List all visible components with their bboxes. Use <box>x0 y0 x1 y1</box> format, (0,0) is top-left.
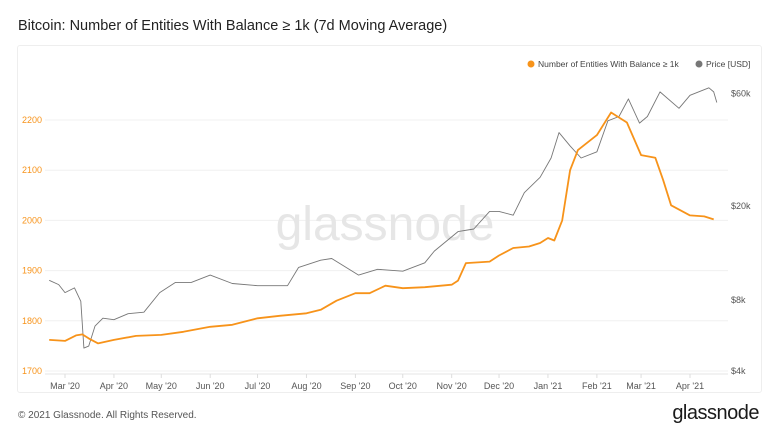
page-title: Bitcoin: Number of Entities With Balance… <box>18 18 448 34</box>
x-tick-label: Aug '20 <box>291 381 321 391</box>
x-tick-label: Apr '20 <box>100 381 128 391</box>
legend-label-price[interactable]: Price [USD] <box>706 59 750 69</box>
y-left-tick-label: 2100 <box>22 165 42 175</box>
x-tick-label: Jan '21 <box>534 381 563 391</box>
x-tick-label: Jun '20 <box>196 381 225 391</box>
entities-line <box>49 111 714 345</box>
x-tick-label: May '20 <box>146 381 177 391</box>
legend-swatch-price <box>695 60 703 68</box>
y-left-tick-label: 2200 <box>22 115 42 125</box>
y-right-tick-label: $4k <box>731 366 746 376</box>
y-left-tick-label: 1800 <box>22 316 42 326</box>
price-line <box>49 87 718 349</box>
x-tick-label: Oct '20 <box>389 381 417 391</box>
brand-logo: glassnode <box>672 402 759 424</box>
legend-swatch-entities <box>527 60 535 68</box>
x-tick-label: Dec '20 <box>484 381 514 391</box>
x-tick-label: Feb '21 <box>582 381 612 391</box>
gridlines <box>45 119 728 372</box>
y-right-tick-label: $8k <box>731 295 746 305</box>
x-tick-label: Apr '21 <box>676 381 704 391</box>
y-right-tick-label: $20k <box>731 201 751 211</box>
y-left-tick-label: 1900 <box>22 266 42 276</box>
legend-label-entities[interactable]: Number of Entities With Balance ≥ 1k <box>538 59 679 69</box>
watermark: glassnode <box>276 198 495 251</box>
axes: 1700 1800 1900 2000 2100 2200 $4k $8k $20k $60k Ma… <box>22 89 751 391</box>
y-right-tick-label: $60k <box>731 89 751 99</box>
x-tick-label: Mar '20 <box>50 381 80 391</box>
x-tick-label: Nov '20 <box>437 381 467 391</box>
legend: Number of Entities With Balance ≥ 1k Pri… <box>527 59 750 69</box>
series-group <box>49 87 718 349</box>
y-left-tick-label: 2000 <box>22 215 42 225</box>
y-left-tick-label: 1700 <box>22 366 42 376</box>
x-tick-label: Mar '21 <box>626 381 656 391</box>
copyright: © 2021 Glassnode. All Rights Reserved. <box>18 410 197 421</box>
x-tick-label: Sep '20 <box>340 381 370 391</box>
x-tick-label: Jul '20 <box>245 381 271 391</box>
